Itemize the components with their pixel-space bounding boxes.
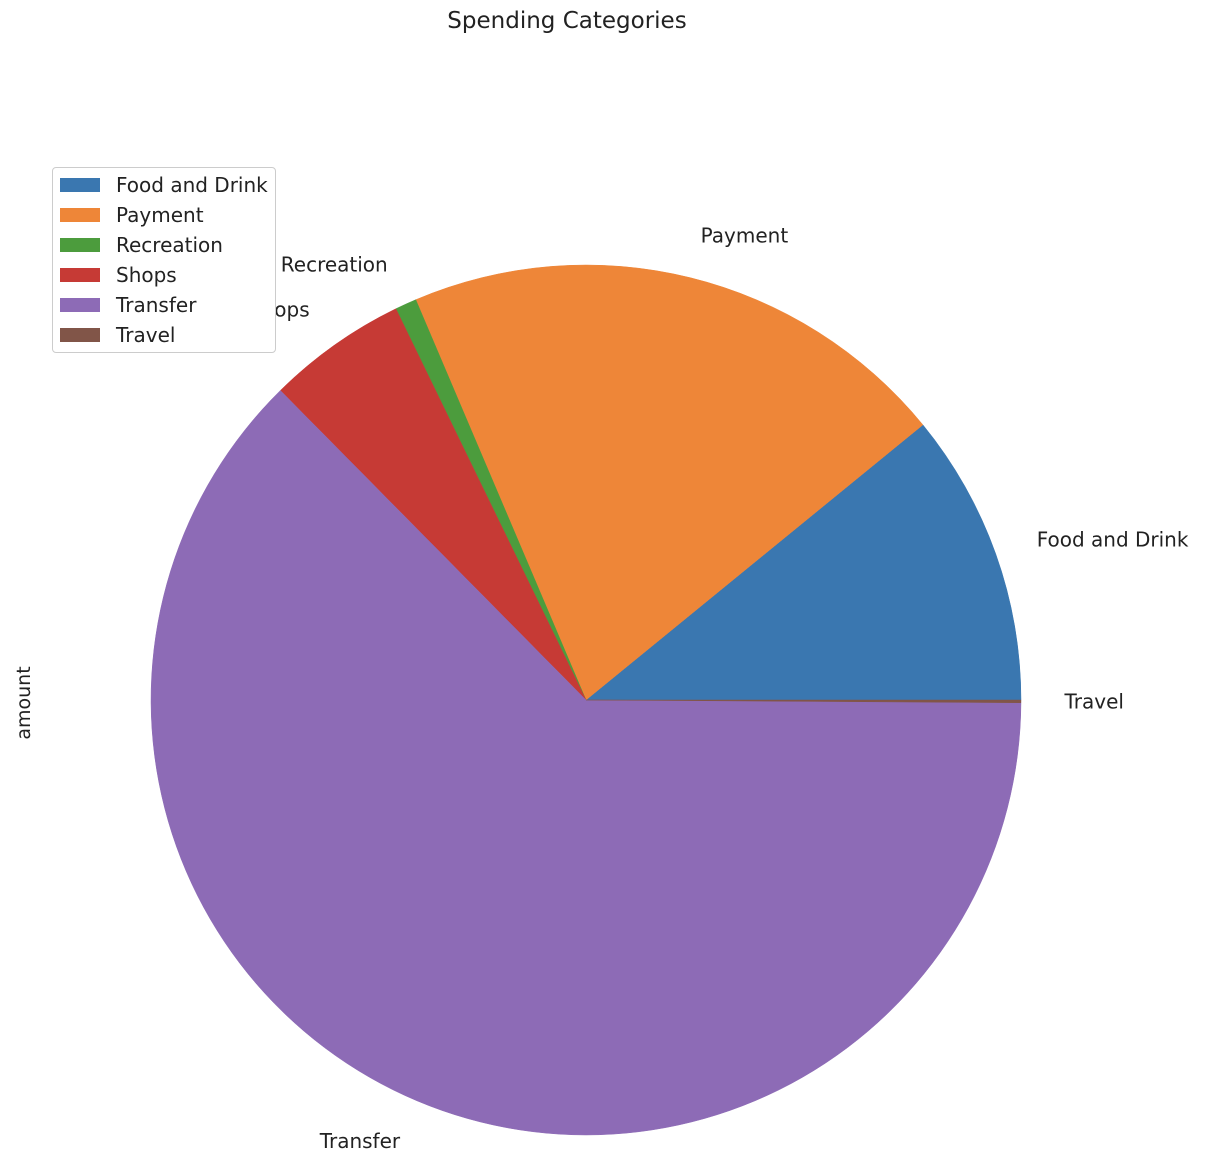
legend-swatch: [60, 328, 100, 342]
legend-item-travel: Travel: [60, 320, 175, 350]
legend-label: Recreation: [116, 233, 223, 257]
legend-label: Food and Drink: [116, 173, 268, 197]
slice-label-travel: Travel: [1063, 690, 1123, 714]
legend-label: Payment: [116, 203, 204, 227]
chart-title: Spending Categories: [447, 8, 687, 34]
legend-item-payment: Payment: [60, 200, 204, 230]
pie-slice-food-and-drink: [585, 424, 1022, 701]
chart-legend: Food and Drink Payment Recreation Shops Tran…: [52, 167, 276, 353]
legend-label: Transfer: [116, 293, 197, 317]
slice-label-payment: Payment: [701, 223, 789, 247]
slice-label-recreation: Recreation: [281, 253, 388, 277]
legend-swatch: [60, 298, 100, 312]
slice-label-food-and-drink: Food and Drink: [1037, 527, 1189, 551]
legend-swatch: [60, 238, 100, 252]
legend-swatch: [60, 268, 100, 282]
legend-swatch: [60, 178, 100, 192]
pie-slices: [150, 264, 1022, 1136]
pie-slice-payment: [415, 264, 924, 701]
pie-slice-travel: [585, 699, 1022, 703]
legend-swatch: [60, 208, 100, 222]
pie-slice-transfer: [150, 390, 1022, 1136]
y-axis-label: amount: [13, 666, 35, 740]
legend-item-recreation: Recreation: [60, 230, 223, 260]
slice-label-transfer: Transfer: [319, 1129, 401, 1153]
legend-item-shops: Shops: [60, 260, 177, 290]
pie-slice-shops: [279, 308, 587, 701]
legend-label: Travel: [116, 323, 176, 347]
legend-item-food-and-drink: Food and Drink: [60, 170, 268, 200]
legend-label: Shops: [116, 263, 177, 287]
legend-item-transfer: Transfer: [60, 290, 196, 320]
